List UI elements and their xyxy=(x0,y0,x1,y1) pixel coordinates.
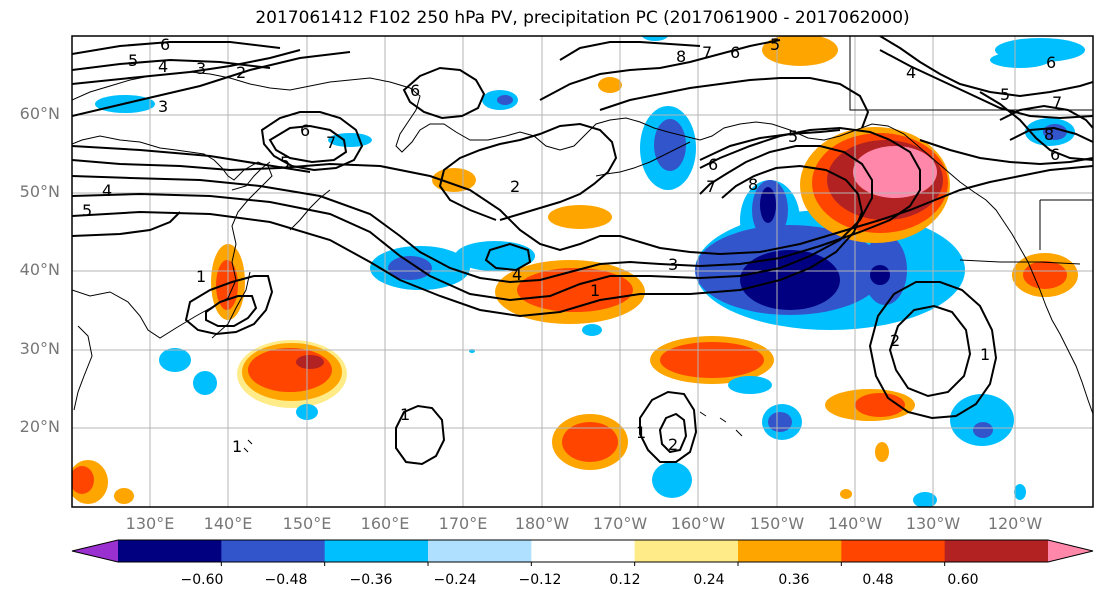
colorbar-label: 0.36 xyxy=(778,572,810,588)
lon-tick-label: 140°E xyxy=(203,514,253,533)
colorbar-extend-high xyxy=(1048,540,1093,562)
contour-label: 3 xyxy=(668,255,678,274)
contour-label: 5 xyxy=(788,127,798,146)
lon-tick-label: 120°W xyxy=(987,514,1043,533)
plot-frame xyxy=(71,35,1094,508)
contour-label: 2 xyxy=(890,331,900,350)
colorbar-outline xyxy=(71,539,1094,563)
contour-label: 2 xyxy=(668,435,678,454)
lon-tick-label: 150°E xyxy=(282,514,332,533)
lon-tick-label: 160°W xyxy=(670,514,726,533)
pv-contours xyxy=(72,36,1093,466)
contour-label: 6 xyxy=(708,155,718,174)
colorbar xyxy=(71,539,1094,566)
lat-tick-label: 20°N xyxy=(19,417,60,436)
contour-label: 3 xyxy=(158,97,168,116)
contour-label: 5 xyxy=(128,51,138,70)
colorbar-segment xyxy=(634,540,739,562)
colorbar-label: 0.24 xyxy=(693,572,725,588)
colorbar-label: −0.12 xyxy=(518,572,562,588)
contour-label: 1 xyxy=(980,345,990,364)
contour-label: 1 xyxy=(636,423,646,442)
lat-tick-label: 50°N xyxy=(19,182,60,201)
colorbar-segment xyxy=(841,540,946,562)
lat-tick-label: 60°N xyxy=(19,104,60,123)
contour-label: 8 xyxy=(748,175,758,194)
contour-label: 6 xyxy=(730,43,740,62)
colorbar-label: −0.48 xyxy=(264,572,308,588)
contour-label: 1 xyxy=(196,267,206,286)
colorbar-segment xyxy=(428,540,532,562)
colorbar-segment xyxy=(221,540,326,562)
colorbar-segment xyxy=(324,540,429,562)
contour-label: 4 xyxy=(102,181,112,200)
colorbar-label: 0.48 xyxy=(862,572,894,588)
colorbar-segment xyxy=(118,540,222,562)
colorbar-label: −0.36 xyxy=(349,572,393,588)
colorbar-segment xyxy=(944,540,1049,562)
contour-label: 6 xyxy=(410,81,420,100)
contour-label: 5 xyxy=(1000,85,1010,104)
lon-tick-label: 150°W xyxy=(749,514,805,533)
lat-tick-label: 40°N xyxy=(19,260,60,279)
colorbar-segment xyxy=(738,540,842,562)
colorbar-label: 0.12 xyxy=(609,572,641,588)
contour-label: 2 xyxy=(236,63,246,82)
colorbar-extend-low xyxy=(72,540,118,562)
contour-label: 7 xyxy=(1052,93,1062,112)
contour-label: 6 xyxy=(1050,145,1060,164)
lon-tick-label: 140°W xyxy=(827,514,883,533)
lon-tick-label: 170°E xyxy=(438,514,488,533)
contour-label: 7 xyxy=(706,177,716,196)
contour-label: 8 xyxy=(1044,125,1054,144)
contour-label: 1 xyxy=(400,405,410,424)
colorbar-segment xyxy=(531,540,636,562)
contour-label: 5 xyxy=(770,35,780,54)
lon-tick-label: 170°W xyxy=(592,514,648,533)
lon-tick-label: 130°W xyxy=(905,514,961,533)
map-title: 2017061412 F102 250 hPa PV, precipitatio… xyxy=(255,8,910,28)
contour-label: 1 xyxy=(232,437,242,456)
lon-tick-label: 180°W xyxy=(514,514,570,533)
contour-label: 3 xyxy=(196,59,206,78)
contour-label: 6 xyxy=(300,121,310,140)
contour-label: 5 xyxy=(280,153,290,172)
contour-label: 1 xyxy=(590,281,600,300)
contour-label: 7 xyxy=(702,43,712,62)
contour-label: 5 xyxy=(82,201,92,220)
lon-tick-label: 160°E xyxy=(360,514,410,533)
contour-labels: 5 6 4 3 2 6 5 7 6 3 4 5 2 1 1 1 1 2 4 5 … xyxy=(82,35,1062,456)
contour-label: 8 xyxy=(676,47,686,66)
contour-label: 2 xyxy=(510,177,520,196)
colorbar-label: −0.24 xyxy=(433,572,477,588)
contour-label: 4 xyxy=(158,57,168,76)
contour-label: 6 xyxy=(160,35,170,54)
colorbar-label: 0.60 xyxy=(947,572,979,588)
lon-tick-label: 130°E xyxy=(125,514,175,533)
colorbar-label: −0.60 xyxy=(180,572,224,588)
contour-label: 6 xyxy=(1046,53,1056,72)
contour-label: 4 xyxy=(512,265,522,284)
contour-label: 7 xyxy=(326,133,336,152)
lat-tick-label: 30°N xyxy=(19,339,60,358)
contour-label: 4 xyxy=(906,63,916,82)
